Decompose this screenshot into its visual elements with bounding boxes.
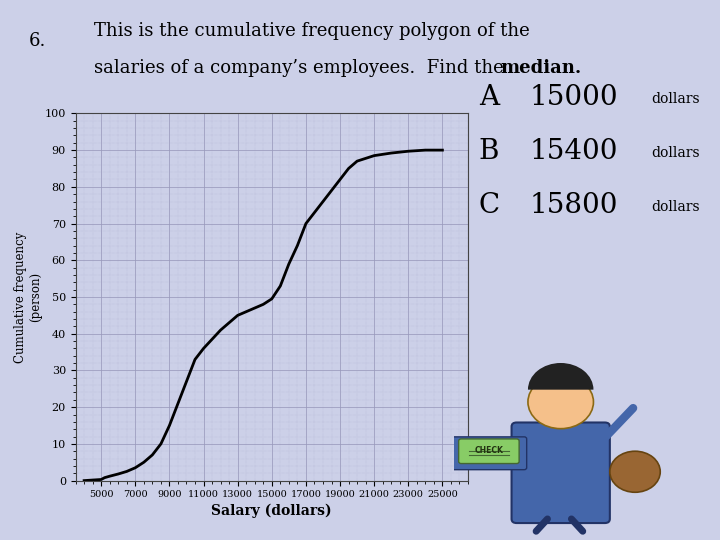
Text: dollars: dollars bbox=[652, 146, 701, 160]
Text: This is the cumulative frequency polygon of the: This is the cumulative frequency polygon… bbox=[94, 22, 529, 39]
Text: 15400: 15400 bbox=[529, 138, 618, 165]
Text: B: B bbox=[479, 138, 499, 165]
Text: A: A bbox=[479, 84, 499, 111]
FancyBboxPatch shape bbox=[451, 437, 527, 470]
Text: 6.: 6. bbox=[29, 32, 46, 50]
Wedge shape bbox=[528, 363, 593, 390]
Circle shape bbox=[610, 451, 660, 492]
Text: dollars: dollars bbox=[652, 200, 701, 214]
Circle shape bbox=[528, 375, 593, 429]
Text: C: C bbox=[479, 192, 500, 219]
Text: 15000: 15000 bbox=[529, 84, 618, 111]
Y-axis label: Cumulative frequency
(person): Cumulative frequency (person) bbox=[14, 231, 42, 363]
FancyBboxPatch shape bbox=[511, 422, 610, 523]
Text: median.: median. bbox=[500, 59, 582, 77]
FancyBboxPatch shape bbox=[459, 439, 519, 463]
X-axis label: Salary (dollars): Salary (dollars) bbox=[212, 503, 332, 518]
Text: dollars: dollars bbox=[652, 92, 701, 106]
Text: 15800: 15800 bbox=[529, 192, 618, 219]
Text: CHECK: CHECK bbox=[474, 446, 503, 455]
Text: salaries of a company’s employees.  Find the: salaries of a company’s employees. Find … bbox=[94, 59, 509, 77]
